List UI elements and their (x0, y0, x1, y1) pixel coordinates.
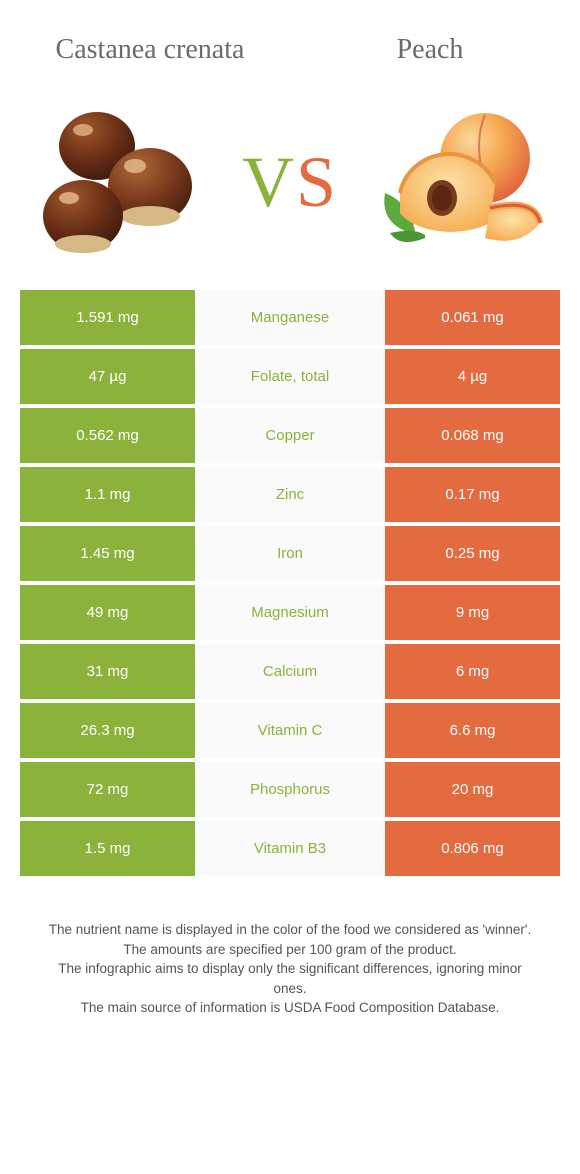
right-food-title: Peach (330, 35, 530, 64)
nutrient-name-cell: Zinc (195, 467, 385, 522)
left-value-cell: 0.562 mg (20, 408, 195, 463)
right-value-cell: 0.25 mg (385, 526, 560, 581)
right-value-cell: 0.061 mg (385, 290, 560, 345)
table-row: 1.5 mgVitamin B30.806 mg (20, 821, 560, 876)
right-value-cell: 20 mg (385, 762, 560, 817)
vs-v: V (242, 142, 296, 222)
right-value-cell: 6 mg (385, 644, 560, 699)
nutrient-name-cell: Folate, total (195, 349, 385, 404)
footer-line: The amounts are specified per 100 gram o… (40, 940, 540, 960)
footer-line: The nutrient name is displayed in the co… (40, 920, 540, 940)
left-value-cell: 47 µg (20, 349, 195, 404)
footer-notes: The nutrient name is displayed in the co… (0, 880, 580, 1018)
table-row: 72 mgPhosphorus20 mg (20, 762, 560, 817)
chestnut-image (30, 98, 210, 268)
right-value-cell: 0.068 mg (385, 408, 560, 463)
footer-line: The main source of information is USDA F… (40, 998, 540, 1018)
right-value-cell: 0.17 mg (385, 467, 560, 522)
table-row: 26.3 mgVitamin C6.6 mg (20, 703, 560, 758)
nutrient-name-cell: Magnesium (195, 585, 385, 640)
vs-label: VS (242, 141, 338, 224)
left-value-cell: 1.5 mg (20, 821, 195, 876)
nutrient-name-cell: Copper (195, 408, 385, 463)
nutrient-table: 1.591 mgManganese0.061 mg47 µgFolate, to… (0, 290, 580, 876)
table-row: 1.591 mgManganese0.061 mg (20, 290, 560, 345)
left-value-cell: 1.45 mg (20, 526, 195, 581)
right-value-cell: 4 µg (385, 349, 560, 404)
left-value-cell: 1.1 mg (20, 467, 195, 522)
hero-row: VS (0, 90, 580, 290)
table-row: 49 mgMagnesium9 mg (20, 585, 560, 640)
left-value-cell: 1.591 mg (20, 290, 195, 345)
nutrient-name-cell: Iron (195, 526, 385, 581)
left-value-cell: 26.3 mg (20, 703, 195, 758)
vs-s: S (296, 142, 338, 222)
left-value-cell: 72 mg (20, 762, 195, 817)
right-value-cell: 0.806 mg (385, 821, 560, 876)
table-row: 31 mgCalcium6 mg (20, 644, 560, 699)
right-value-cell: 6.6 mg (385, 703, 560, 758)
header: Castanea crenata Peach (0, 0, 580, 90)
left-value-cell: 49 mg (20, 585, 195, 640)
nutrient-name-cell: Calcium (195, 644, 385, 699)
table-row: 0.562 mgCopper0.068 mg (20, 408, 560, 463)
nutrient-name-cell: Vitamin B3 (195, 821, 385, 876)
table-row: 1.1 mgZinc0.17 mg (20, 467, 560, 522)
nutrient-name-cell: Vitamin C (195, 703, 385, 758)
left-value-cell: 31 mg (20, 644, 195, 699)
right-value-cell: 9 mg (385, 585, 560, 640)
nutrient-name-cell: Manganese (195, 290, 385, 345)
table-row: 47 µgFolate, total4 µg (20, 349, 560, 404)
peach-image (370, 98, 550, 268)
table-row: 1.45 mgIron0.25 mg (20, 526, 560, 581)
nutrient-name-cell: Phosphorus (195, 762, 385, 817)
left-food-title: Castanea crenata (50, 35, 250, 64)
footer-line: The infographic aims to display only the… (40, 959, 540, 998)
